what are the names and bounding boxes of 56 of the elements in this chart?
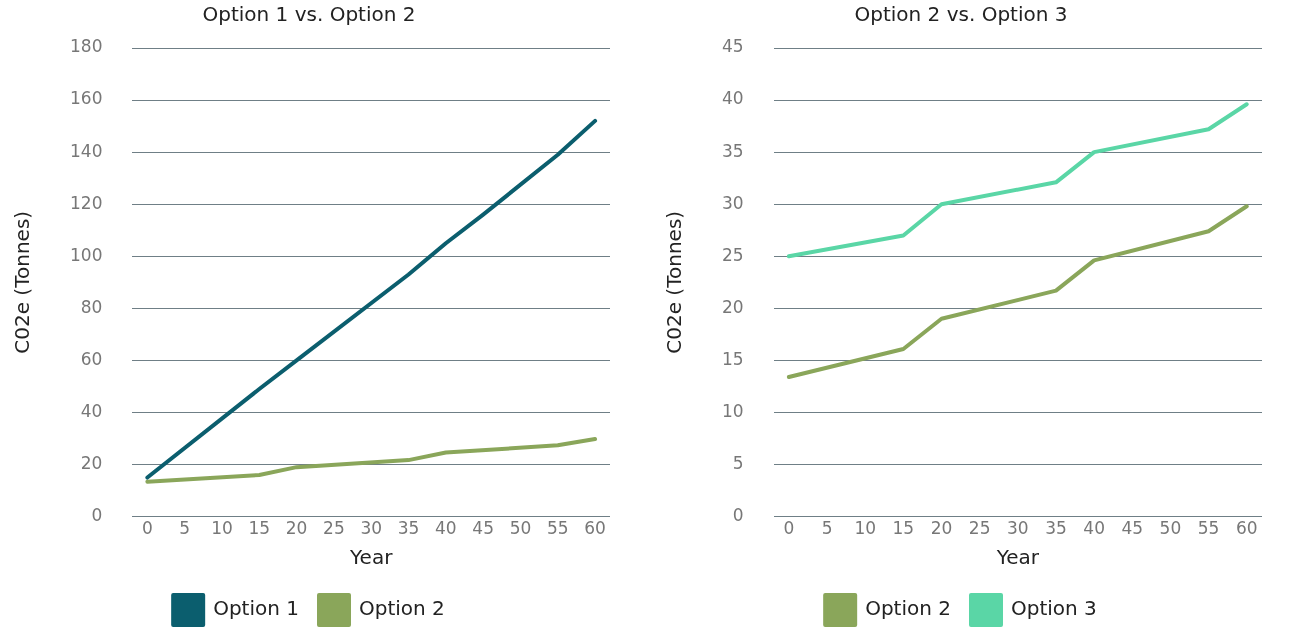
- x-tick-label: 10: [854, 518, 877, 539]
- y-tick-label: 20: [80, 452, 103, 473]
- x-tick-label: 10: [211, 518, 233, 539]
- y-tick-label: 15: [721, 348, 744, 369]
- x-tick-label: 5: [821, 518, 833, 539]
- x-tick-label: 45: [1121, 518, 1144, 539]
- x-tick-label: 20: [285, 518, 308, 539]
- y-tick-label: 10: [721, 400, 744, 421]
- y-tick-label: 120: [69, 192, 103, 213]
- x-tick-label: 45: [472, 518, 494, 539]
- x-tick-label: 15: [248, 518, 271, 539]
- x-tick-label: 30: [360, 518, 383, 539]
- chart-title: Option 2 vs. Option 3: [854, 2, 1068, 27]
- y-tick-label: 30: [721, 192, 744, 213]
- x-tick-label: 35: [397, 518, 420, 539]
- x-tick-label: 20: [930, 518, 953, 539]
- x-tick-label: 0: [783, 518, 795, 539]
- x-tick-label: 60: [1235, 518, 1258, 539]
- x-tick-label: 50: [509, 518, 532, 539]
- y-tick-label: 40: [80, 400, 103, 421]
- x-tick-label: 40: [435, 518, 457, 539]
- x-tick-label: 40: [1083, 518, 1105, 539]
- y-axis-title: C02e (Tonnes): [662, 210, 687, 354]
- x-axis-title: Year: [995, 545, 1040, 570]
- x-tick-label: 60: [584, 518, 606, 539]
- y-tick-label: 100: [69, 244, 103, 265]
- x-tick-label: 25: [323, 518, 345, 539]
- y-tick-label: 25: [721, 244, 744, 265]
- y-tick-label: 5: [732, 452, 744, 473]
- x-tick-label: 55: [546, 518, 569, 539]
- y-tick-label: 80: [80, 296, 103, 317]
- x-tick-label: 25: [968, 518, 991, 539]
- x-tick-label: 55: [1197, 518, 1220, 539]
- x-tick-label: 35: [1045, 518, 1067, 539]
- y-axis-title: C02e (Tonnes): [10, 210, 35, 354]
- chart-title: Option 1 vs. Option 2: [202, 2, 416, 27]
- legend-label: Option 2: [865, 596, 952, 621]
- y-tick-label: 0: [732, 505, 744, 526]
- y-tick-label: 60: [80, 348, 103, 369]
- y-tick-label: 180: [69, 36, 103, 57]
- x-tick-label: 30: [1007, 518, 1029, 539]
- x-axis-title: Year: [349, 545, 394, 570]
- legend-label: Option 1: [213, 596, 300, 621]
- legend-label: Option 2: [359, 596, 445, 621]
- legend-label: Option 3: [1011, 596, 1097, 621]
- y-tick-label: 35: [721, 140, 744, 161]
- y-tick-label: 160: [69, 88, 103, 109]
- y-tick-label: 45: [721, 36, 744, 57]
- y-tick-label: 140: [69, 140, 103, 161]
- y-tick-label: 20: [721, 296, 744, 317]
- x-tick-label: 0: [141, 518, 153, 539]
- x-tick-label: 50: [1159, 518, 1182, 539]
- x-tick-label: 5: [179, 518, 191, 539]
- y-tick-label: 40: [721, 88, 744, 109]
- x-tick-label: 15: [892, 518, 915, 539]
- y-tick-label: 0: [91, 505, 103, 526]
